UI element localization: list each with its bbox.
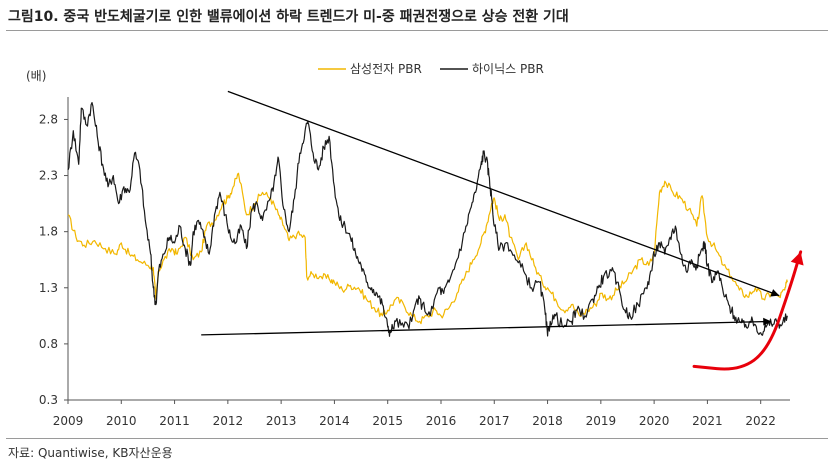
support-trendline [201,320,772,336]
y-tick-label: 1.3 [39,281,58,295]
x-tick-label: 2020 [639,414,670,428]
figure-title: 그림10. 중국 반도체굴기로 인한 밸류에이션 하락 트렌드가 미-중 패권전… [8,9,569,25]
highlight-arrow-layer [692,250,804,371]
legend-label-samsung: 삼성전자 PBR [350,62,422,76]
trendline-arrowhead [763,317,772,326]
chart-axes: 0.3 0.8 1.3 1.8 2.3 2.8 2009 2010 2011 2012 2013 20… [39,97,790,428]
y-axis-unit-label: (배) [26,69,46,83]
source-note: 자료: Quantiwise, KB자산운용 [8,446,173,460]
y-tick-label: 2.3 [39,169,58,183]
x-tick-label: 2009 [53,414,84,428]
x-tick-label: 2017 [479,414,510,428]
x-tick-label: 2011 [159,414,190,428]
source-divider [6,438,828,439]
x-tick-label: 2019 [586,414,617,428]
x-tick-label: 2022 [745,414,776,428]
x-tick-label: 2014 [319,414,350,428]
x-tick-label: 2018 [532,414,563,428]
y-tick-label: 0.8 [39,337,58,351]
x-tick-label: 2013 [266,414,297,428]
chart-legend: 삼성전자 PBR 하이닉스 PBR [318,62,544,76]
y-tick-label: 1.8 [39,225,58,239]
pbr-line-chart: (배) 삼성전자 PBR 하이닉스 PBR 0.3 0.8 1.3 1.8 2.3 2.8 2… [26,62,804,428]
x-tick-label: 2015 [372,414,403,428]
title-divider [6,30,828,31]
x-tick-label: 2012 [213,414,244,428]
series-layer [67,101,788,337]
trendline-layer [201,90,780,336]
red-upturn-arrow [692,250,803,371]
downward-trendline [227,90,780,297]
x-tick-label: 2010 [106,414,137,428]
red-arrowhead [790,251,804,266]
y-tick-label: 2.8 [39,112,58,126]
x-tick-label: 2021 [692,414,723,428]
legend-label-hynix: 하이닉스 PBR [472,62,544,76]
y-tick-label: 0.3 [39,393,58,407]
x-tick-label: 2016 [426,414,457,428]
trendline-arrowhead [770,289,780,297]
series-line-hynix-pbr [67,101,788,337]
